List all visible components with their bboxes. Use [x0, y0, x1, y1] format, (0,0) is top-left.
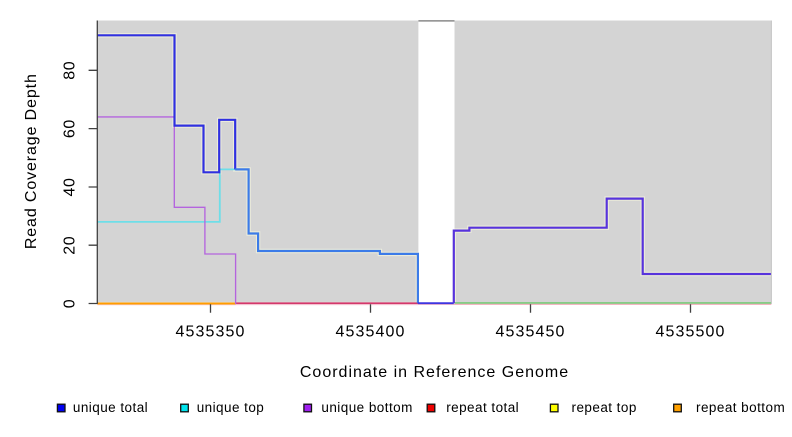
svg-text:60: 60 [62, 119, 79, 138]
svg-text:repeat top: repeat top [572, 400, 637, 415]
svg-text:unique bottom: unique bottom [321, 400, 412, 415]
svg-text:4535500: 4535500 [656, 324, 726, 341]
svg-text:40: 40 [62, 178, 79, 197]
svg-text:unique total: unique total [73, 400, 148, 415]
svg-text:80: 80 [62, 61, 79, 80]
svg-text:Coordinate in Reference Genome: Coordinate in Reference Genome [300, 364, 569, 381]
svg-text:20: 20 [62, 236, 79, 255]
svg-text:0: 0 [62, 299, 79, 309]
svg-text:4535450: 4535450 [496, 324, 566, 341]
svg-text:4535400: 4535400 [336, 324, 406, 341]
svg-text:repeat total: repeat total [446, 400, 519, 415]
svg-text:unique top: unique top [197, 400, 265, 415]
svg-text:Read Coverage Depth: Read Coverage Depth [23, 73, 40, 249]
svg-text:repeat bottom: repeat bottom [696, 400, 785, 415]
svg-text:4535350: 4535350 [176, 324, 246, 341]
